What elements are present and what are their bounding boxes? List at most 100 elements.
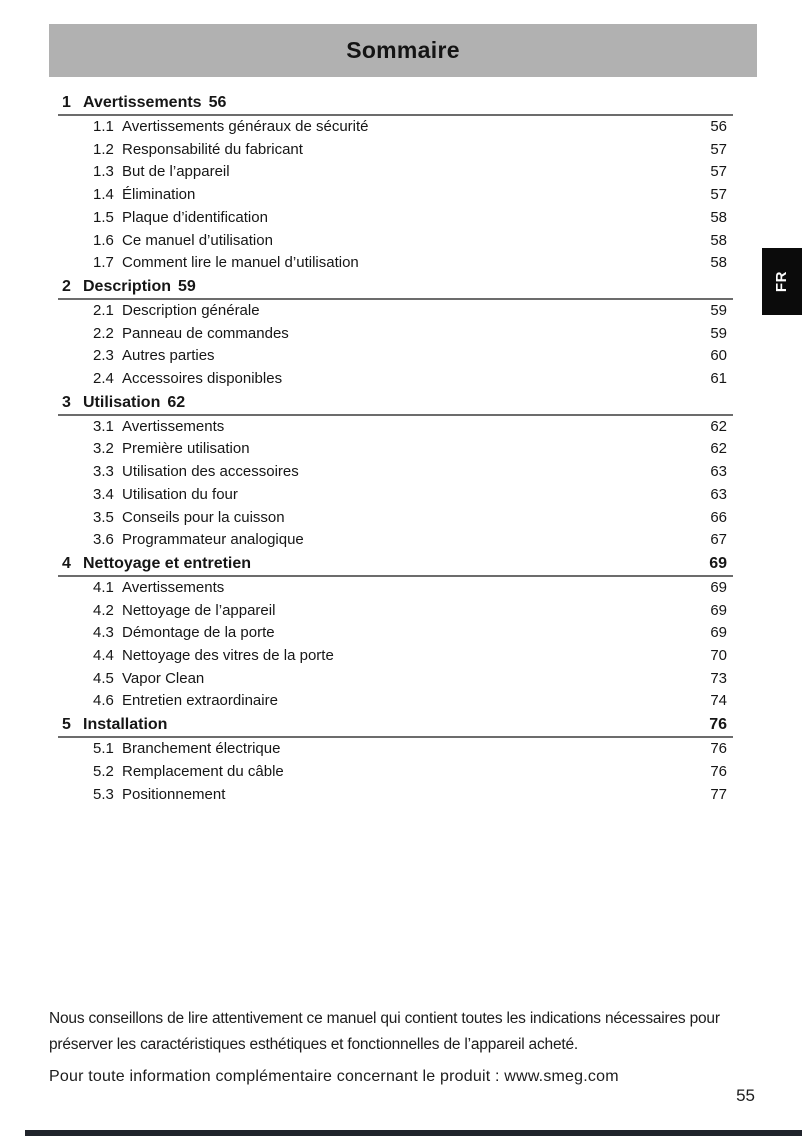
toc-item: 3.1 Avertissements 62 (58, 416, 733, 439)
toc-item: 1.5 Plaque d’identification 58 (58, 207, 733, 230)
item-title: Ce manuel d’utilisation (122, 231, 273, 249)
item-number: 4.5 (93, 669, 114, 687)
item-title: Utilisation des accessoires (122, 463, 299, 481)
section-page: 59 (178, 277, 196, 295)
toc-item: 1.6 Ce manuel d’utilisation 58 (58, 230, 733, 253)
item-number: 1.6 (93, 231, 114, 249)
toc-section: 3 Utilisation 62 3.1 Avertissements 62 3… (58, 392, 733, 552)
item-number: 2.4 (93, 370, 114, 388)
toc-section-items: 4.1 Avertissements 69 4.2 Nettoyage de l… (58, 577, 733, 713)
page-title: Sommaire (346, 37, 460, 63)
item-page: 56 (710, 118, 727, 135)
item-number: 3.3 (93, 463, 114, 481)
toc-item: 2.2 Panneau de commandes 59 (58, 323, 733, 346)
toc-item: 4.3 Démontage de la porte 69 (58, 622, 733, 645)
toc-item: 4.1 Avertissements 69 (58, 577, 733, 600)
section-title: Avertissements (83, 94, 202, 111)
toc-section-items: 1.1 Avertissements généraux de sécurité … (58, 116, 733, 275)
toc-section: 1 Avertissements 56 1.1 Avertissements g… (58, 92, 733, 275)
toc-section-heading: 1 Avertissements 56 (58, 92, 733, 116)
item-page: 70 (710, 647, 727, 665)
item-page: 76 (710, 740, 727, 758)
item-title: Utilisation du four (122, 485, 238, 503)
language-tab-label: FR (773, 270, 791, 293)
toc-item: 1.4 Élimination 57 (58, 184, 733, 207)
item-number: 3.1 (93, 417, 114, 435)
item-number: 4.6 (93, 692, 114, 710)
item-number: 2.2 (93, 324, 114, 342)
item-number: 5.3 (93, 785, 114, 803)
toc-section-heading: 3 Utilisation 62 (58, 392, 733, 416)
toc-item: 2.1 Description générale 59 (58, 300, 733, 323)
item-number: 3.6 (93, 531, 114, 549)
toc-item: 3.5 Conseils pour la cuisson 66 (58, 507, 733, 530)
footer-info: Pour toute information complémentaire co… (49, 1068, 619, 1085)
section-page: 76 (709, 716, 727, 734)
item-page: 77 (710, 785, 727, 803)
item-page: 73 (710, 669, 727, 687)
toc-item: 1.3 But de l’appareil 57 (58, 161, 733, 184)
item-page: 69 (710, 624, 727, 642)
item-page: 62 (710, 417, 727, 435)
item-page: 69 (710, 578, 727, 596)
item-title: Conseils pour la cuisson (122, 508, 285, 526)
item-number: 1.2 (93, 140, 114, 158)
toc-item: 2.4 Accessoires disponibles 61 (58, 368, 733, 391)
item-page: 58 (710, 254, 727, 272)
toc-item: 3.6 Programmateur analogique 67 (58, 529, 733, 552)
toc-item: 1.7 Comment lire le manuel d’utilisation… (58, 252, 733, 275)
toc-item: 5.3 Positionnement 77 (58, 784, 733, 807)
title-bar: Sommaire (49, 24, 757, 77)
item-number: 1.1 (93, 118, 114, 135)
toc-item: 3.2 Première utilisation 62 (58, 438, 733, 461)
toc-section-items: 3.1 Avertissements 62 3.2 Première utili… (58, 416, 733, 552)
language-tab-fr: FR (762, 248, 802, 315)
item-title: Responsabilité du fabricant (122, 140, 303, 158)
item-number: 3.5 (93, 508, 114, 526)
toc-item: 1.2 Responsabilité du fabricant 57 (58, 139, 733, 162)
item-page: 59 (710, 301, 727, 319)
item-number: 5.1 (93, 740, 114, 758)
toc-item: 1.1 Avertissements généraux de sécurité … (58, 116, 733, 139)
toc-section-items: 5.1 Branchement électrique 76 5.2 Rempla… (58, 738, 733, 806)
item-number: 3.4 (93, 485, 114, 503)
section-title: Utilisation (83, 393, 161, 411)
item-number: 4.3 (93, 624, 114, 642)
item-page: 60 (710, 347, 727, 365)
item-title: Autres parties (122, 347, 215, 365)
item-number: 4.2 (93, 601, 114, 619)
item-number: 4.1 (93, 578, 114, 596)
item-title: Programmateur analogique (122, 531, 304, 549)
item-page: 76 (710, 762, 727, 780)
item-title: Vapor Clean (122, 669, 205, 687)
item-number: 1.4 (93, 186, 114, 204)
toc-item: 4.2 Nettoyage de l’appareil 69 (58, 600, 733, 623)
item-page: 66 (710, 508, 727, 526)
item-title: Panneau de commandes (122, 324, 289, 342)
toc-section-heading: 4 Nettoyage et entretien 69 (58, 553, 733, 577)
item-title: Avertissements généraux de sécurité (122, 118, 369, 135)
footer-text: Nous conseillons de lire attentivement c… (49, 1006, 756, 1090)
section-number: 5 (62, 716, 71, 734)
item-page: 57 (710, 163, 727, 181)
item-number: 2.3 (93, 347, 114, 365)
section-page: 69 (709, 554, 727, 572)
toc-item: 3.3 Utilisation des accessoires 63 (58, 461, 733, 484)
item-number: 4.4 (93, 647, 114, 665)
item-title: Positionnement (122, 785, 226, 803)
item-title: Branchement électrique (122, 740, 281, 758)
toc-section: 5 Installation 76 5.1 Branchement électr… (58, 714, 733, 806)
item-title: Démontage de la porte (122, 624, 275, 642)
toc-item: 2.3 Autres parties 60 (58, 345, 733, 368)
section-title: Installation (83, 716, 168, 734)
item-page: 62 (710, 440, 727, 458)
item-title: Avertissements (122, 417, 225, 435)
toc-item: 4.5 Vapor Clean 73 (58, 668, 733, 691)
toc-item: 4.4 Nettoyage des vitres de la porte 70 (58, 645, 733, 668)
section-number: 3 (62, 393, 71, 411)
toc-section-heading: 5 Installation 76 (58, 714, 733, 739)
toc-section-heading: 2 Description 59 (58, 276, 733, 300)
item-page: 63 (710, 463, 727, 481)
item-number: 5.2 (93, 762, 114, 780)
